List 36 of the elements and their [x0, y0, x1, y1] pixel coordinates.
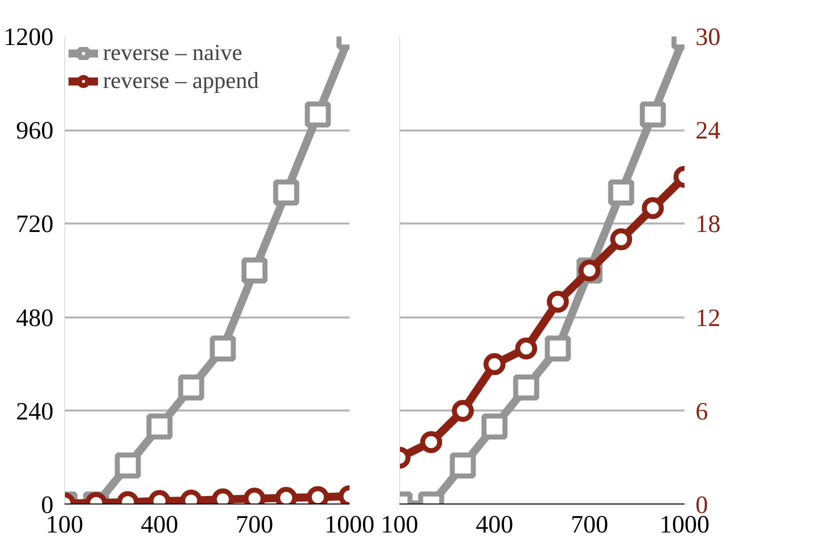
- x-tick-label: 700: [236, 512, 274, 538]
- point: [513, 374, 540, 400]
- y2-tick-label: 6: [696, 398, 708, 426]
- point: [608, 180, 634, 206]
- y2-tick-label: 30: [696, 24, 720, 51]
- point: [642, 197, 664, 220]
- point: [452, 400, 474, 422]
- point: [178, 374, 204, 400]
- point: [273, 180, 300, 206]
- x-tick-label: 400: [140, 512, 178, 538]
- y-tick-label: 480: [16, 304, 54, 332]
- y-tick-label: 240: [16, 398, 54, 426]
- y2-tick-label: 12: [696, 304, 720, 332]
- point: [450, 452, 476, 478]
- x-tick-label: 100: [380, 512, 418, 538]
- y-tick-label: 720: [16, 211, 54, 238]
- y-tick-label: 1200: [4, 24, 54, 51]
- y2-tick-label: 24: [696, 118, 721, 145]
- point: [304, 102, 331, 128]
- x-tick-label: 1000: [324, 512, 374, 538]
- x-tick-label: 700: [570, 512, 608, 538]
- y-tick-label: 960: [16, 118, 54, 145]
- legend-label: reverse – naive: [103, 40, 242, 66]
- point: [640, 102, 666, 128]
- point: [610, 228, 632, 250]
- x-tick-label: 400: [476, 512, 514, 538]
- point: [544, 336, 571, 362]
- legend-label: reverse – append: [103, 68, 259, 94]
- point: [420, 431, 442, 454]
- y2-tick-label: 18: [696, 211, 720, 238]
- point: [484, 353, 506, 376]
- point: [546, 290, 569, 313]
- point: [482, 414, 508, 440]
- point: [210, 336, 236, 362]
- point: [515, 338, 538, 360]
- point: [242, 258, 268, 284]
